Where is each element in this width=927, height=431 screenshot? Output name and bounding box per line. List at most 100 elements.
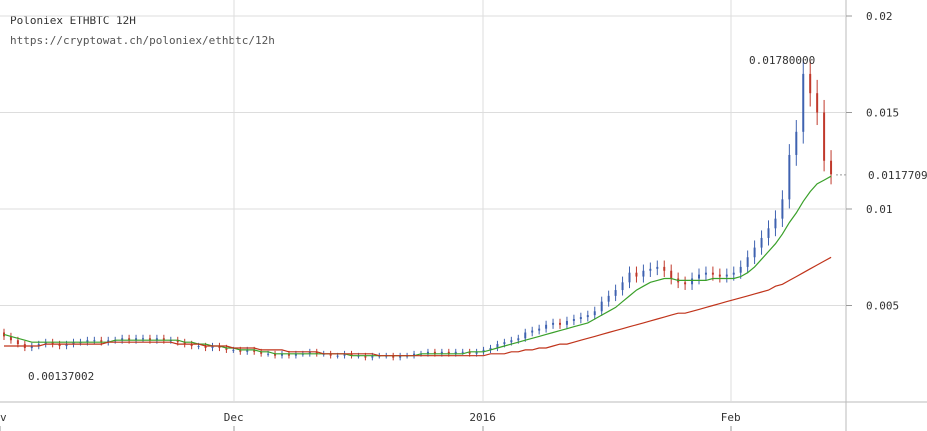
candle-body — [454, 351, 457, 354]
candle-body — [260, 351, 263, 354]
candle-body — [399, 355, 402, 358]
candle-body — [753, 247, 756, 258]
candle-body — [552, 322, 555, 325]
candle-body — [823, 112, 826, 161]
candle-body — [593, 311, 596, 316]
candle-body — [781, 199, 784, 219]
candle-body — [364, 355, 367, 358]
candle-body — [287, 353, 290, 356]
y-tick-label: 0.01 — [866, 203, 893, 216]
candle-body — [281, 353, 283, 356]
last-price-label: 0.0117709 — [868, 169, 927, 182]
candle-body — [128, 338, 131, 341]
candle-body — [670, 270, 673, 279]
candle-body — [232, 349, 235, 351]
candle-body — [746, 257, 749, 267]
candle-body — [9, 336, 12, 341]
candle-body — [635, 272, 638, 277]
candle-body — [732, 272, 735, 275]
candle-body — [468, 351, 471, 354]
x-tick-label: Feb — [721, 411, 741, 424]
candle-body — [65, 344, 68, 347]
candle-body — [711, 272, 714, 275]
ma-long-line — [4, 256, 832, 357]
candle-body — [93, 340, 96, 342]
candle-body — [440, 351, 443, 354]
low-price-label: 0.00137002 — [28, 370, 94, 383]
candlestick-series — [3, 59, 833, 361]
candle-body — [649, 268, 652, 271]
candle-body — [788, 154, 791, 200]
candle-body — [510, 340, 513, 343]
candle-body — [830, 160, 833, 175]
x-tick-label: Dec — [224, 411, 244, 424]
candle-body — [496, 344, 499, 348]
candle-body — [586, 315, 589, 318]
candle-body — [329, 353, 332, 356]
candle-body — [371, 355, 374, 358]
candle-body — [475, 351, 478, 354]
candle-body — [461, 351, 464, 353]
candle-body — [183, 342, 186, 345]
candle-body — [663, 266, 666, 271]
candle-body — [190, 344, 193, 347]
x-tick-label: v — [0, 411, 7, 424]
candle-body — [691, 278, 694, 285]
candle-body — [628, 272, 631, 283]
candle-body — [579, 317, 582, 320]
candle-body — [197, 346, 200, 348]
candle-body — [426, 351, 429, 354]
candle-body — [802, 73, 805, 132]
candle-body — [503, 342, 506, 345]
y-axis: 0.005 0.01 0.015 0.02 — [846, 10, 899, 313]
candle-body — [37, 344, 40, 347]
candle-body — [531, 330, 534, 333]
candle-body — [433, 351, 436, 354]
candle-body — [816, 93, 819, 113]
candle-body — [162, 338, 165, 341]
candle-body — [760, 237, 763, 248]
candle-body — [489, 347, 492, 350]
candle-body — [274, 353, 277, 356]
candle-body — [100, 340, 103, 343]
candle-body — [559, 322, 561, 325]
candle-body — [413, 353, 416, 356]
candle-body — [600, 301, 603, 312]
candle-body — [121, 338, 124, 341]
y-tick-label: 0.005 — [866, 300, 899, 313]
chart-source-url[interactable]: https://cryptowat.ch/poloniex/ethbtc/12h — [10, 34, 275, 47]
candle-body — [545, 324, 548, 329]
candle-body — [524, 332, 527, 339]
candle-body — [343, 353, 346, 356]
candle-body — [621, 282, 624, 291]
candle-body — [107, 340, 110, 343]
candle-body — [447, 351, 450, 354]
x-axis: v Dec 2016 Feb — [0, 411, 741, 431]
moving-averages — [3, 175, 832, 357]
candle-body — [607, 295, 610, 302]
candle-body — [795, 131, 798, 155]
candle-body — [176, 340, 179, 343]
candle-body — [135, 338, 138, 341]
high-price-label: 0.01780000 — [749, 54, 815, 67]
candle-body — [642, 270, 645, 277]
candle-body — [774, 218, 777, 229]
candle-body — [142, 338, 144, 340]
candle-body — [517, 338, 520, 341]
candle-body — [308, 351, 311, 354]
y-tick-label: 0.015 — [866, 107, 899, 120]
candle-body — [30, 346, 33, 348]
x-tick-label: 2016 — [469, 411, 496, 424]
ma-short-line — [3, 175, 832, 357]
candle-body — [294, 353, 297, 356]
candle-body — [482, 349, 485, 352]
candle-body — [86, 340, 89, 343]
candle-body — [698, 274, 700, 279]
candle-body — [392, 355, 395, 358]
candle-body — [684, 282, 687, 285]
candle-body — [739, 266, 742, 273]
candle-body — [267, 353, 270, 355]
candle-body — [72, 342, 75, 345]
candle-body — [538, 328, 541, 331]
